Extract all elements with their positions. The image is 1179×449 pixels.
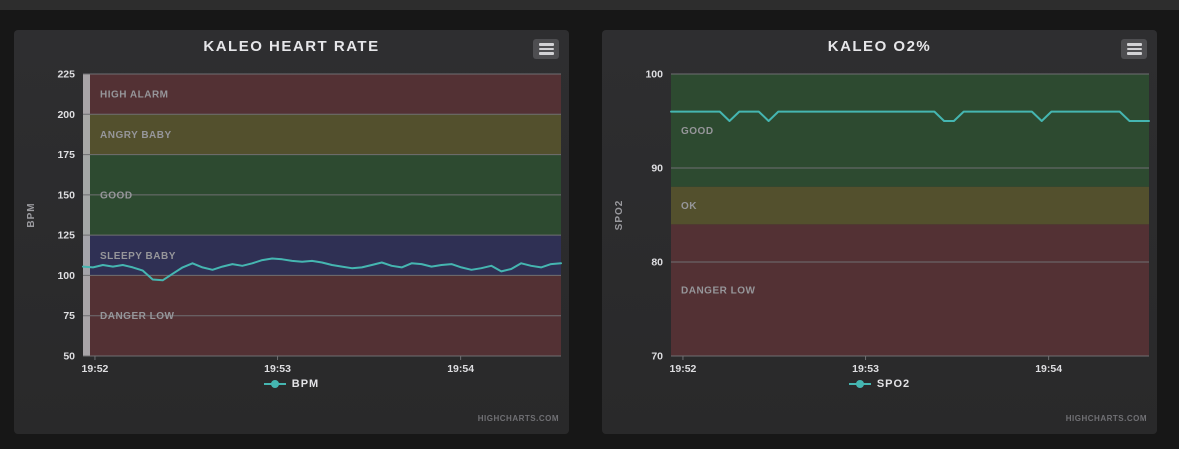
y-axis-label: 50 [63,351,75,363]
chart-context-menu-button[interactable] [533,39,559,59]
y-axis-label: 90 [651,163,663,175]
plot-band-label: OK [681,201,697,212]
x-axis-label: 19:52 [670,363,697,374]
plot-band-label: ANGRY BABY [100,130,172,141]
y-axis-label: 150 [57,189,75,201]
y-axis-title: BPM [26,202,37,227]
plot-band-label: GOOD [681,126,714,137]
y-axis-title: SPO2 [614,200,625,231]
plot-band-label: DANGER LOW [681,286,756,297]
highcharts-credits-link[interactable]: HIGHCHARTS.COM [477,414,559,423]
o2-plot-area: 70 80 90 100 GOOD OK DANGER LOW 19:52 19:53 19:54… [614,69,1150,374]
heart-rate-chart-title: KALEO HEART RATE [203,38,380,55]
y-axis-label: 225 [57,69,75,81]
x-axis-label: 19:53 [852,363,879,374]
plot-band-good [671,74,1149,187]
heart-rate-plot-area: 50 75 100 125 150 175 200 225 HIGH ALARM ANGRY BA… [26,69,562,374]
legend-line-marker [263,380,286,388]
plot-band-label: SLEEPY BABY [100,251,176,262]
y-axis-label: 125 [57,230,75,242]
y-axis-bar [83,74,90,356]
y-axis-label: 70 [651,351,663,363]
y-axis-label: 200 [57,109,75,121]
o2-chart-card: KALEO O2% 70 80 90 100 GOOD OK DANGER LOW 19:52… [602,30,1157,434]
x-axis-label: 19:52 [82,363,109,374]
plot-band-label: DANGER LOW [100,311,175,322]
y-axis-label: 75 [63,310,75,322]
x-axis-label: 19:53 [264,363,291,374]
chart-context-menu-button[interactable] [1121,39,1147,59]
hamburger-icon [1126,43,1142,55]
plot-band-angry-baby [83,114,561,155]
y-axis-label: 80 [651,257,663,269]
plot-band-label: HIGH ALARM [100,90,169,101]
y-axis-label: 100 [645,69,663,81]
plot-band-high-alarm [83,74,561,115]
series-line-bpm [82,257,562,282]
legend-item-spo2[interactable]: SPO2 [602,376,1157,392]
heart-rate-chart-card: KALEO HEART RATE 50 75 100 125 150 175 200 225 H… [14,30,569,434]
x-axis-label: 19:54 [1035,363,1062,374]
hamburger-icon [538,43,554,55]
x-axis-label: 19:54 [447,363,474,374]
series-line-spo2 [670,110,1150,122]
legend-label-spo2: SPO2 [876,378,911,390]
plot-band-danger-low [671,224,1149,356]
highcharts-credits-link[interactable]: HIGHCHARTS.COM [1065,414,1147,423]
y-axis-label: 100 [57,270,75,282]
legend-line-marker [848,380,871,388]
plot-band-ok [671,186,1149,225]
legend-label-bpm: BPM [291,378,320,390]
top-bar [0,0,1179,10]
o2-chart-title: KALEO O2% [827,38,932,55]
legend-item-bpm[interactable]: BPM [14,376,569,392]
y-axis-label: 175 [57,149,75,161]
plot-band-label: GOOD [100,190,133,201]
